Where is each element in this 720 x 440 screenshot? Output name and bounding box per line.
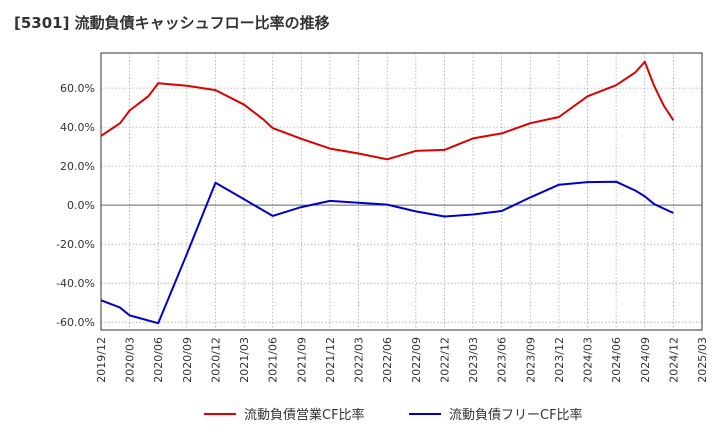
x-tick-label: 2023/06	[496, 337, 509, 383]
grid	[100, 53, 703, 330]
y-tick-label: 40.0%	[60, 121, 95, 134]
y-tick-label: -20.0%	[56, 238, 95, 251]
x-tick-label: 2021/09	[295, 337, 308, 383]
x-tick-label: 2025/03	[696, 337, 709, 383]
series-group	[100, 60, 675, 325]
x-tick-label: 2020/03	[124, 337, 137, 383]
x-tick-label: 2022/09	[410, 337, 423, 383]
x-tick-label: 2021/12	[324, 337, 337, 383]
x-tick-label: 2023/12	[553, 337, 566, 383]
x-tick-label: 2021/03	[238, 337, 251, 383]
x-tick-label: 2020/09	[181, 337, 194, 383]
x-tick-label: 2022/03	[353, 337, 366, 383]
y-tick-label: -40.0%	[56, 277, 95, 290]
x-tick-label: 2022/06	[381, 337, 394, 383]
x-tick-label: 2020/12	[209, 337, 222, 383]
x-tick-label: 2024/09	[639, 337, 652, 383]
x-tick-label: 2023/09	[524, 337, 537, 383]
legend-label-1: 流動負債営業CF比率	[244, 407, 365, 423]
legend: 流動負債営業CF比率 流動負債フリーCF比率	[204, 407, 583, 423]
x-tick-label: 2024/12	[667, 337, 680, 383]
x-tick-label: 2020/06	[152, 337, 165, 383]
x-tick-label: 2024/06	[610, 337, 623, 383]
x-tick-label: 2023/03	[467, 337, 480, 383]
plot-area	[100, 52, 703, 331]
series-line-1	[100, 60, 675, 161]
chart-title: [5301] 流動負債キャッシュフロー比率の推移	[14, 14, 330, 32]
x-tick-label: 2021/06	[267, 337, 280, 383]
x-tick-label: 2022/12	[438, 337, 451, 383]
y-tick-label: -60.0%	[56, 316, 95, 329]
series-line-2	[100, 180, 674, 325]
x-axis: 2019/12 2020/03 2020/06 2020/09 2020/12 2021/…	[95, 337, 709, 383]
y-axis: -60.0% -40.0% -20.0% 0.0% 20.0% 40.0% 60.0%	[56, 82, 95, 329]
x-tick-label: 2019/12	[95, 337, 108, 383]
x-tick-label: 2024/03	[582, 337, 595, 383]
y-tick-label: 20.0%	[60, 160, 95, 173]
y-tick-label: 60.0%	[60, 82, 95, 95]
legend-label-2: 流動負債フリーCF比率	[449, 407, 583, 423]
y-tick-label: 0.0%	[67, 199, 95, 212]
